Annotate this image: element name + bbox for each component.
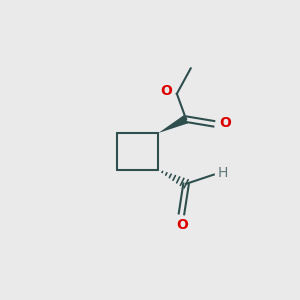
Text: H: H <box>218 166 228 180</box>
Text: O: O <box>160 84 172 98</box>
Text: O: O <box>219 116 231 130</box>
Text: O: O <box>177 218 189 232</box>
Polygon shape <box>158 115 188 133</box>
